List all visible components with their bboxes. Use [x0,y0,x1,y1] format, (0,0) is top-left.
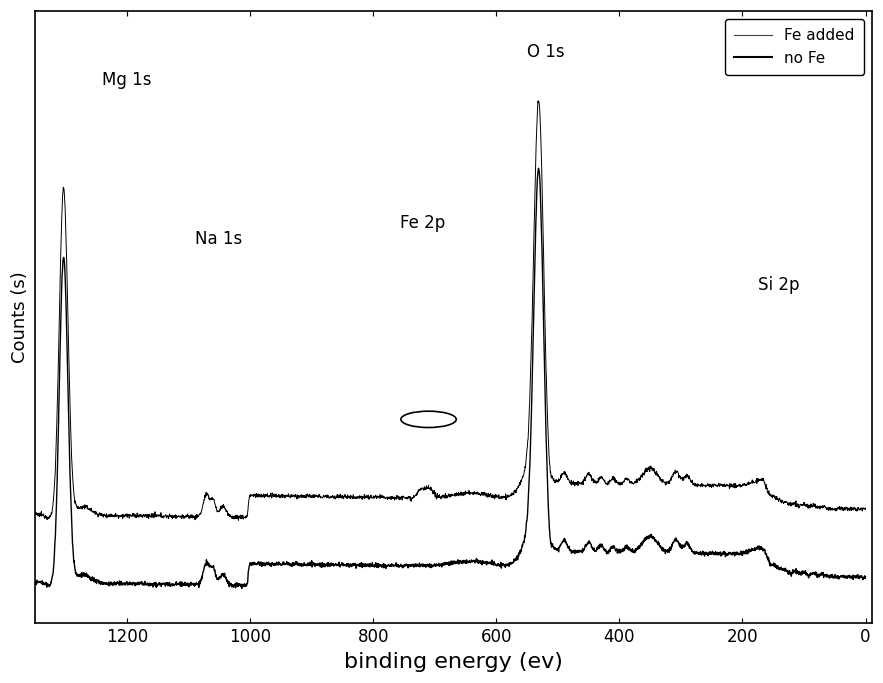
Text: Si 2p: Si 2p [758,276,799,294]
Fe added [245,492,256,501]
Text: O 1s: O 1s [527,43,564,61]
no Fe [466,557,477,565]
X-axis label: binding energy (ev): binding energy (ev) [343,652,562,672]
Fe added [533,97,544,105]
Fe added [332,490,343,499]
Fe added [590,478,600,486]
no Fe [860,572,871,581]
no Fe [237,585,247,593]
Fe added [76,504,87,512]
no Fe [533,164,544,172]
Fe added [49,496,59,504]
no Fe [76,572,87,581]
Text: Fe 2p: Fe 2p [400,214,445,232]
Text: Na 1s: Na 1s [194,229,242,248]
no Fe [49,565,59,573]
Legend: Fe added, no Fe: Fe added, no Fe [725,18,864,74]
no Fe [29,579,40,587]
Fe added [233,516,244,525]
Y-axis label: Counts (s): Counts (s) [11,271,29,363]
no Fe [332,561,343,569]
Line: no Fe: no Fe [34,168,865,589]
no Fe [590,547,600,555]
Text: Mg 1s: Mg 1s [102,70,152,89]
no Fe [245,559,256,568]
Fe added [466,488,477,497]
Fe added [860,505,871,514]
Line: Fe added: Fe added [34,101,865,520]
Fe added [29,511,40,519]
